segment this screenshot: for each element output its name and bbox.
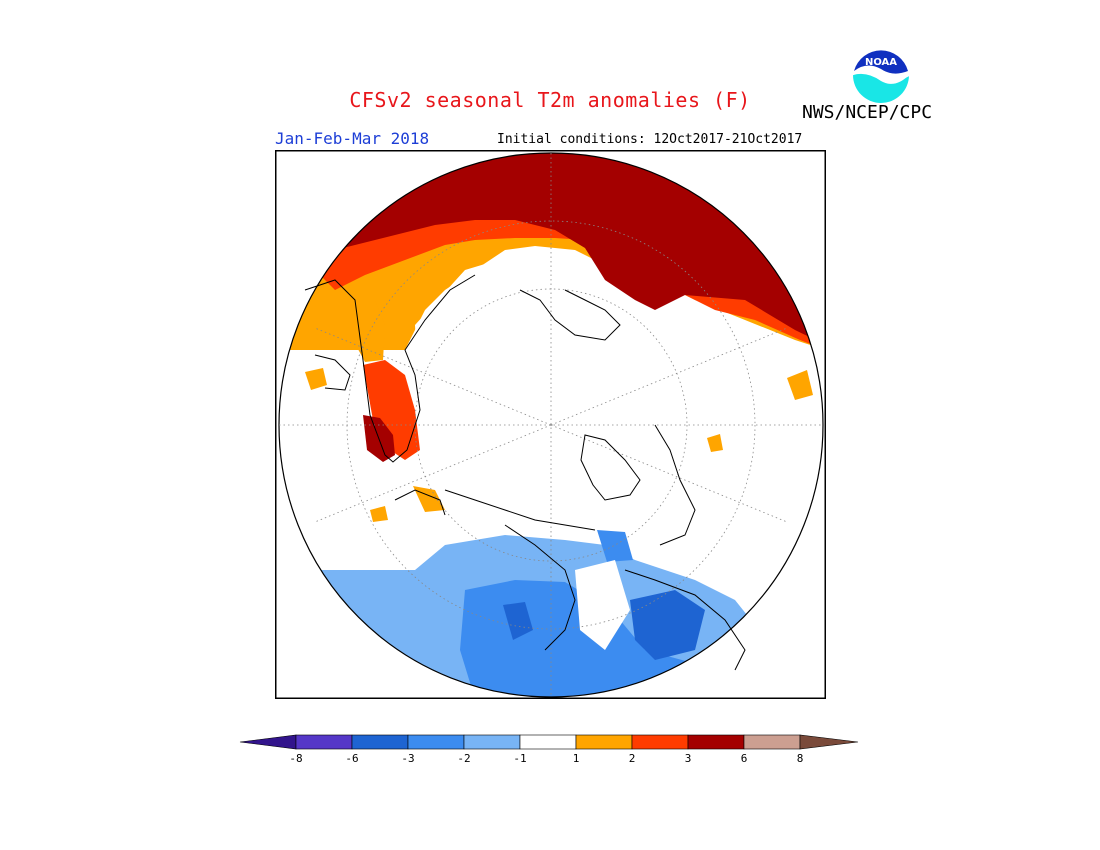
forecast-period: Jan-Feb-Mar 2018 <box>275 129 430 148</box>
colorbar: -8 -6 -3 -2 -1 1 2 3 6 8 <box>239 734 859 765</box>
graticule <box>279 153 823 697</box>
anomaly-field <box>279 153 823 697</box>
warm-patch-alaska <box>787 370 813 400</box>
colorbar-bin <box>295 734 353 750</box>
chart-title: CFSv2 seasonal T2m anomalies (F) <box>349 88 751 112</box>
warm-greenland-2-3 <box>363 360 420 460</box>
warm-patch-labrador <box>305 368 327 390</box>
logo-text: NOAA <box>865 57 897 68</box>
polar-map <box>275 150 826 699</box>
colorbar-tick-label: -6 <box>345 752 358 765</box>
colorbar-tick-label: -2 <box>457 752 470 765</box>
cool-3-6-region-1 <box>503 602 533 640</box>
cool-3-6-region-2 <box>630 590 705 660</box>
colorbar-tick-label: 1 <box>573 752 580 765</box>
colorbar-bin <box>463 734 521 750</box>
colorbar-tick-label: -3 <box>401 752 414 765</box>
colorbar-tick-label: -8 <box>289 752 302 765</box>
colorbar-bin-high-extreme <box>799 734 859 750</box>
colorbar-bin <box>407 734 465 750</box>
colorbar-bin <box>519 734 577 750</box>
colorbar-tick-label: 3 <box>685 752 692 765</box>
canada-white-block <box>575 560 630 650</box>
colorbar-bin <box>687 734 745 750</box>
warm-patch-yukon <box>707 434 723 452</box>
colorbar-bin-low-extreme <box>239 734 297 750</box>
warm-3-6-region <box>279 153 823 345</box>
colorbar-bin <box>631 734 689 750</box>
colorbar-tick-label: 8 <box>797 752 804 765</box>
colorbar-tick-label: -1 <box>513 752 526 765</box>
initial-conditions: Initial conditions: 12Oct2017-21Oct2017 <box>497 132 803 147</box>
colorbar-tick-label: 2 <box>629 752 636 765</box>
noaa-logo-icon: NOAA <box>850 42 912 104</box>
arctic-white-area <box>415 255 695 530</box>
coastlines <box>304 274 746 671</box>
cool-2-3-region <box>460 580 823 697</box>
agency-label: NWS/NCEP/CPC <box>802 102 933 123</box>
cool-patch-baffin <box>597 530 633 562</box>
colorbar-bin <box>575 734 633 750</box>
warm-patch-iceland <box>370 506 388 522</box>
colorbar-bin <box>351 734 409 750</box>
colorbar-bin <box>743 734 801 750</box>
colorbar-tick-label: 6 <box>741 752 748 765</box>
